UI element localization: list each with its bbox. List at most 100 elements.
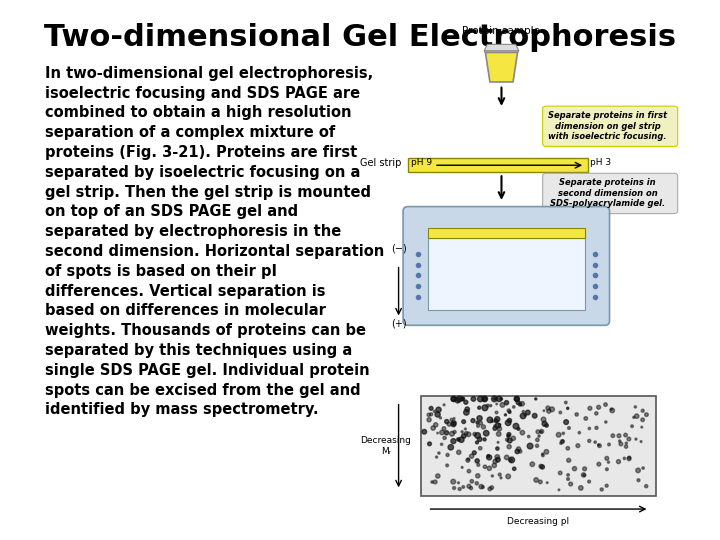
Point <box>430 421 441 429</box>
Point <box>466 452 477 461</box>
Point <box>472 431 483 440</box>
Point <box>557 429 569 438</box>
Point <box>457 395 469 403</box>
Point <box>462 405 473 414</box>
Point <box>493 395 505 403</box>
Point <box>491 408 503 417</box>
Point <box>596 485 608 494</box>
FancyBboxPatch shape <box>403 207 610 325</box>
Point <box>474 435 485 443</box>
Point <box>483 453 495 462</box>
Point <box>441 428 452 437</box>
Point <box>465 484 477 492</box>
Point <box>453 478 464 487</box>
Point <box>511 395 523 403</box>
Point <box>472 422 484 430</box>
Point <box>463 430 474 438</box>
Point <box>635 437 647 446</box>
Point <box>472 461 484 469</box>
Point <box>453 435 464 444</box>
Point <box>577 470 589 479</box>
Point <box>448 418 459 427</box>
Point <box>508 464 520 473</box>
Point <box>536 463 548 471</box>
Point <box>423 410 434 419</box>
Point <box>557 437 569 445</box>
Point <box>526 460 538 469</box>
Point <box>537 451 549 460</box>
Point <box>492 438 504 447</box>
Point <box>446 415 457 424</box>
Point <box>584 424 595 433</box>
Point <box>543 407 554 415</box>
Point <box>523 432 534 441</box>
Point <box>429 478 441 487</box>
Point <box>472 438 483 447</box>
Point <box>574 428 585 437</box>
Bar <box>421 396 656 496</box>
Point <box>569 464 580 473</box>
Point <box>531 442 543 450</box>
Point <box>418 428 430 436</box>
Point <box>633 476 644 484</box>
Point <box>613 431 625 440</box>
Point <box>637 407 649 415</box>
Point <box>529 411 541 420</box>
Point <box>436 428 448 437</box>
Point <box>601 465 613 474</box>
Text: Separate proteins in first
dimension on gel strip
with isoelectric focusing.: Separate proteins in first dimension on … <box>548 111 667 141</box>
Point <box>456 435 467 444</box>
Point <box>468 395 480 403</box>
Point <box>539 420 550 428</box>
Point <box>424 440 436 448</box>
Text: Gel strip: Gel strip <box>361 158 402 167</box>
Point <box>474 444 486 453</box>
Point <box>557 437 568 446</box>
Point <box>531 476 542 484</box>
Point <box>524 442 536 450</box>
Text: pH 9: pH 9 <box>411 158 433 167</box>
Point <box>463 467 474 475</box>
Point <box>452 435 464 443</box>
Point <box>475 482 487 491</box>
Point <box>554 469 566 477</box>
Point <box>442 450 454 459</box>
Point <box>554 408 566 417</box>
Point <box>630 435 642 443</box>
Point <box>458 417 469 426</box>
Point <box>637 415 649 424</box>
Point <box>485 401 497 410</box>
Point <box>503 430 515 438</box>
Point <box>462 455 474 464</box>
FancyBboxPatch shape <box>408 158 588 172</box>
Point <box>514 400 526 409</box>
Point <box>541 421 552 430</box>
Point <box>563 424 575 433</box>
Point <box>448 395 459 403</box>
Point <box>618 454 630 463</box>
Point <box>522 408 534 417</box>
Point <box>513 398 524 407</box>
Point <box>508 434 519 443</box>
Point <box>575 484 587 492</box>
Point <box>428 407 440 416</box>
Point <box>503 442 515 451</box>
Point <box>583 477 595 486</box>
Point <box>510 422 522 430</box>
Point <box>546 405 558 414</box>
Point <box>441 461 453 470</box>
Point <box>466 477 477 485</box>
Point <box>504 436 516 445</box>
Point <box>452 396 464 404</box>
Point <box>467 416 479 425</box>
Point <box>469 430 480 438</box>
Point <box>438 424 450 433</box>
Point <box>516 400 528 408</box>
Point <box>471 479 482 488</box>
Point <box>487 471 498 480</box>
Point <box>632 466 644 475</box>
Point <box>492 415 503 423</box>
Point <box>493 424 505 433</box>
Point <box>426 478 438 487</box>
Point <box>534 431 545 440</box>
